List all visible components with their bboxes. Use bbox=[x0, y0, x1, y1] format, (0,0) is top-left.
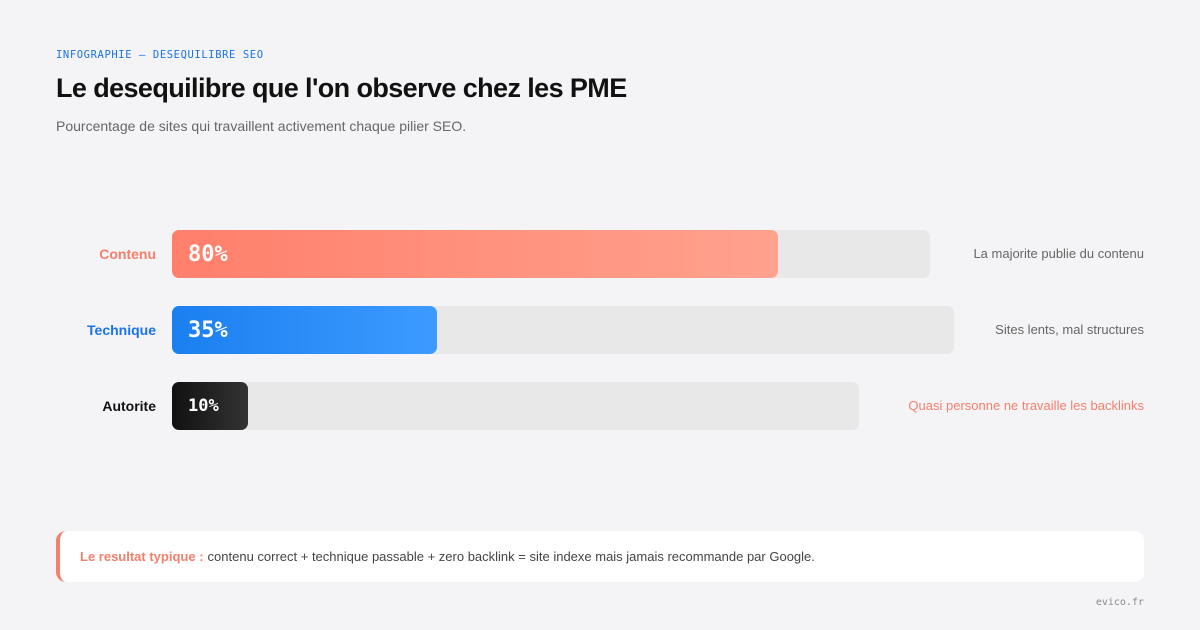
category-label: Autorite bbox=[102, 398, 156, 414]
page-title: Le desequilibre que l'on observe chez le… bbox=[56, 73, 627, 103]
value-label: 35% bbox=[188, 317, 228, 343]
bar-autorite: 10% bbox=[172, 382, 248, 430]
bar-note: Quasi personne ne travaille les backlink… bbox=[908, 398, 1144, 413]
value-label: 10% bbox=[188, 396, 219, 416]
bar-track: 80% bbox=[172, 230, 930, 278]
bar-note: La majorite publie du contenu bbox=[973, 246, 1144, 261]
bar-track: 10% bbox=[172, 382, 859, 430]
category-label: Contenu bbox=[99, 246, 156, 262]
bar-track: 35% bbox=[172, 306, 954, 354]
bar-contenu: 80% bbox=[172, 230, 778, 278]
footer-domain: evico.fr bbox=[1095, 597, 1144, 608]
bar-row-technique: Technique 35% Sites lents, mal structure… bbox=[0, 306, 1200, 354]
bar-note: Sites lents, mal structures bbox=[995, 322, 1144, 337]
bar-technique: 35% bbox=[172, 306, 437, 354]
eyebrow-label: INFOGRAPHIE — DESEQUILIBRE SEO bbox=[56, 49, 264, 61]
callout-text: contenu correct + technique passable + z… bbox=[207, 549, 815, 564]
result-callout: Le resultat typique : contenu correct + … bbox=[56, 531, 1144, 582]
page-subtitle: Pourcentage de sites qui travaillent act… bbox=[56, 118, 467, 134]
category-label: Technique bbox=[87, 322, 156, 338]
value-label: 80% bbox=[188, 241, 228, 267]
bar-row-contenu: Contenu 80% La majorite publie du conten… bbox=[0, 230, 1200, 278]
callout-lead: Le resultat typique : bbox=[80, 549, 204, 564]
bar-row-autorite: Autorite 10% Quasi personne ne travaille… bbox=[0, 382, 1200, 430]
